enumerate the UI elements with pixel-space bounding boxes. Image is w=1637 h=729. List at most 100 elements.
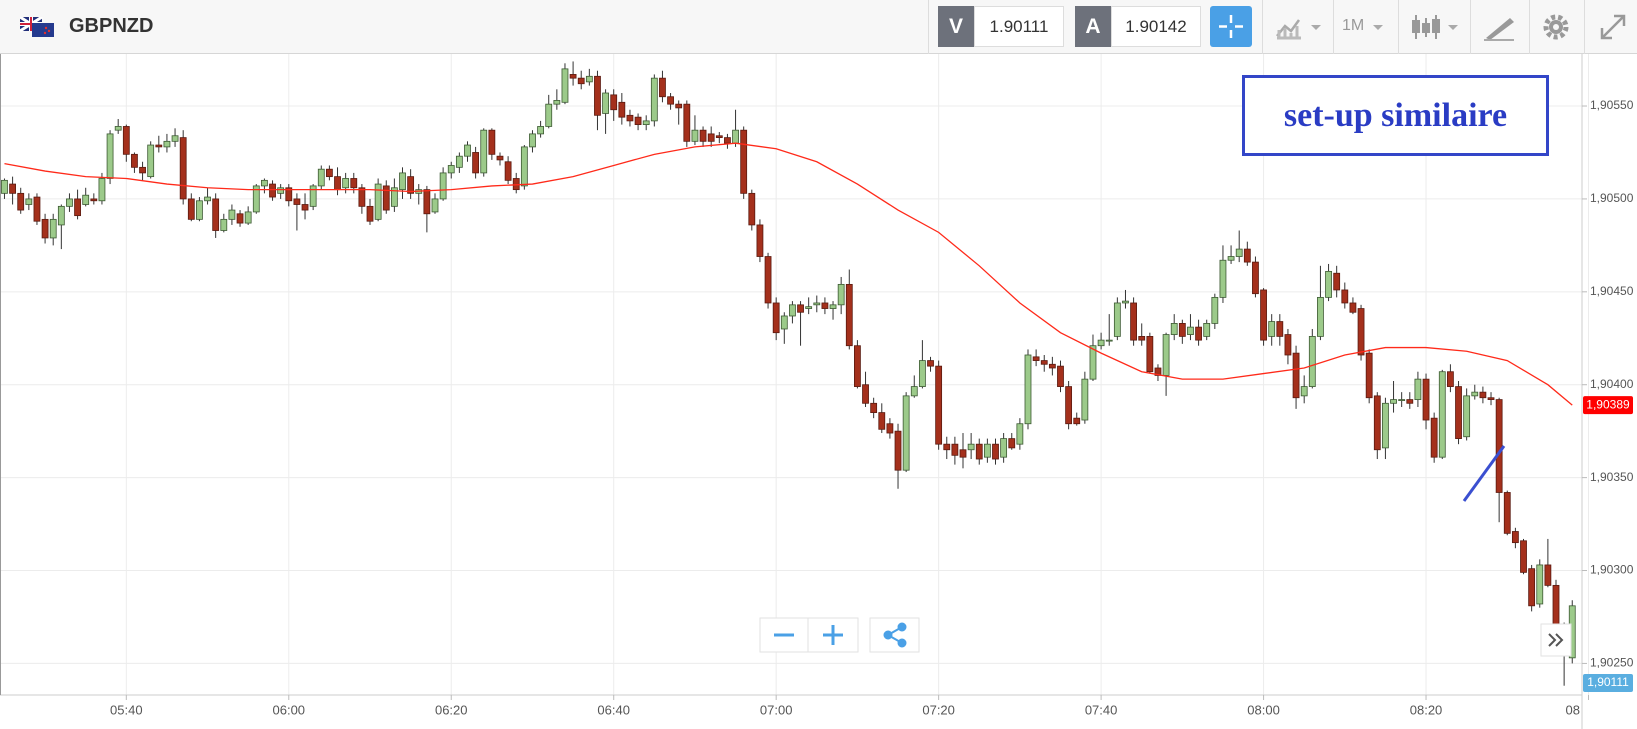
candle-body bbox=[212, 198, 220, 231]
candle-body bbox=[1447, 371, 1454, 387]
candle-body bbox=[1032, 356, 1040, 361]
candle-body bbox=[196, 200, 203, 220]
candle-body bbox=[878, 412, 886, 430]
chart-type-button[interactable] bbox=[1275, 14, 1325, 40]
candle-body bbox=[894, 430, 902, 471]
candle-body bbox=[585, 75, 593, 83]
sell-label[interactable]: V bbox=[938, 6, 974, 47]
x-tick-label: 08:00 bbox=[1247, 702, 1280, 717]
candle-body bbox=[17, 192, 25, 211]
candle-body bbox=[813, 302, 821, 306]
timeframe-button[interactable]: 1M bbox=[1342, 17, 1365, 34]
candle-body bbox=[269, 183, 276, 198]
candle-body bbox=[870, 402, 878, 413]
candle-body bbox=[659, 77, 666, 98]
candle-body bbox=[1487, 397, 1495, 400]
candle-body bbox=[1203, 323, 1211, 337]
candle-body bbox=[252, 185, 260, 213]
candle-body bbox=[1178, 323, 1186, 337]
candle-body bbox=[285, 187, 293, 202]
candle-body bbox=[967, 443, 975, 451]
buy-label[interactable]: A bbox=[1075, 6, 1111, 47]
candle-body bbox=[1308, 336, 1316, 387]
candle-body bbox=[1455, 386, 1462, 440]
candle-body bbox=[1243, 248, 1251, 263]
candle-body bbox=[520, 146, 528, 187]
candle-body bbox=[740, 129, 748, 194]
candle-body bbox=[390, 187, 398, 207]
candle-body bbox=[780, 315, 788, 330]
buy-price[interactable]: 1.90142 bbox=[1111, 6, 1201, 47]
candle-body bbox=[837, 283, 845, 306]
candle-style-button[interactable] bbox=[1410, 12, 1462, 42]
candle-body bbox=[1235, 248, 1243, 257]
candle-body bbox=[1, 179, 8, 194]
candle-body bbox=[187, 198, 195, 220]
x-tick-label: 07:40 bbox=[1085, 702, 1118, 717]
candle-body bbox=[57, 205, 65, 226]
candle-body bbox=[1276, 321, 1284, 337]
fullscreen-button[interactable] bbox=[1596, 12, 1630, 42]
candle-body bbox=[1252, 261, 1259, 295]
drawing-tools-button[interactable] bbox=[1482, 12, 1518, 42]
y-tick-label: 1,90400 bbox=[1590, 377, 1634, 391]
candle-body bbox=[1195, 326, 1202, 341]
candle-body bbox=[122, 126, 130, 155]
candle-body bbox=[943, 443, 951, 451]
candle-body bbox=[431, 198, 439, 213]
candle-body bbox=[1365, 352, 1373, 399]
candle-body bbox=[650, 77, 658, 122]
candle-body bbox=[155, 144, 163, 148]
share-button[interactable] bbox=[869, 617, 920, 653]
candle-body bbox=[886, 423, 894, 434]
candle-body bbox=[9, 183, 16, 194]
candle-body bbox=[261, 179, 268, 187]
candle-body bbox=[675, 103, 683, 109]
candle-body bbox=[1008, 438, 1016, 449]
candle-body bbox=[374, 183, 382, 220]
candle-body bbox=[317, 168, 325, 187]
crosshair-button[interactable] bbox=[1210, 6, 1252, 47]
candle-body bbox=[667, 96, 674, 105]
candle-body bbox=[691, 129, 699, 142]
candle-body bbox=[1138, 336, 1146, 341]
candle-body bbox=[1471, 391, 1479, 397]
candle-body bbox=[171, 135, 179, 142]
dropdown-arrow bbox=[1373, 25, 1383, 30]
candle-body bbox=[756, 224, 764, 257]
candle-body bbox=[1341, 289, 1349, 304]
candle-body bbox=[1357, 308, 1365, 356]
candle-body bbox=[25, 198, 33, 205]
candle-body bbox=[277, 187, 285, 194]
flag-icon bbox=[20, 17, 54, 37]
candle-body bbox=[1024, 354, 1032, 425]
separator bbox=[1529, 0, 1530, 54]
candle-body bbox=[545, 103, 553, 127]
candle-body bbox=[1040, 360, 1048, 365]
candle-body bbox=[1373, 395, 1381, 451]
candle-body bbox=[724, 137, 731, 144]
candle-body bbox=[902, 395, 910, 471]
candle-body bbox=[732, 129, 739, 144]
y-tick-label: 1,90450 bbox=[1590, 284, 1634, 298]
scroll-right-button[interactable] bbox=[1540, 623, 1572, 657]
separator bbox=[1262, 0, 1263, 54]
candle-body bbox=[1292, 352, 1300, 399]
candle-body bbox=[98, 178, 106, 202]
settings-button[interactable] bbox=[1540, 12, 1572, 42]
candle-body bbox=[49, 218, 57, 239]
candle-body bbox=[1495, 399, 1503, 493]
candle-body bbox=[602, 92, 609, 114]
candle-body bbox=[1227, 256, 1235, 261]
candle-body bbox=[1048, 363, 1056, 369]
sell-price[interactable]: 1.90111 bbox=[974, 6, 1064, 47]
candle-body bbox=[82, 194, 90, 205]
candle-body bbox=[529, 133, 536, 148]
candle-body bbox=[131, 153, 138, 168]
candle-body bbox=[350, 178, 358, 189]
candle-body bbox=[1390, 399, 1397, 404]
annotation-line bbox=[1462, 445, 1506, 502]
grid bbox=[0, 54, 1589, 695]
share-icon bbox=[883, 622, 907, 648]
